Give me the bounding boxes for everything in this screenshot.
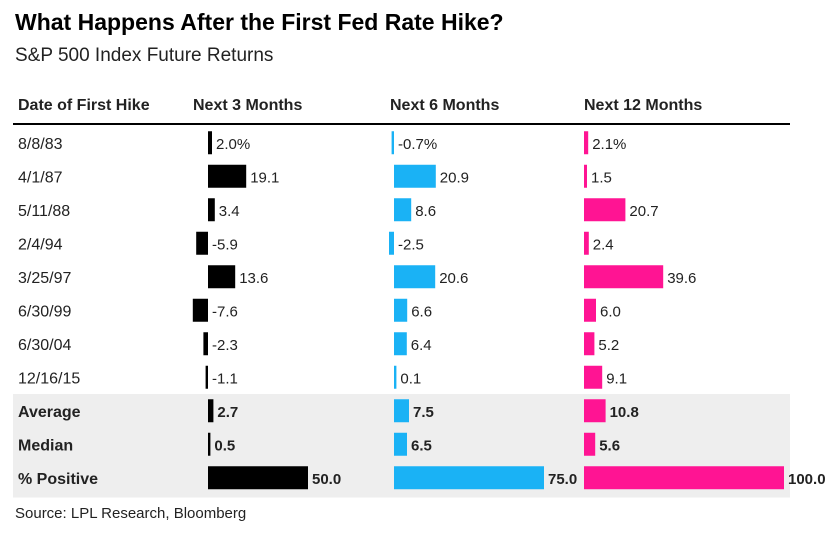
bar bbox=[394, 198, 412, 222]
column-header-2: Next 6 Months bbox=[390, 97, 499, 114]
bar bbox=[208, 399, 214, 423]
data-label: 2.7 bbox=[217, 404, 238, 421]
data-label: 6.4 bbox=[411, 337, 432, 354]
row-label: Median bbox=[18, 437, 73, 454]
bar bbox=[584, 198, 626, 222]
bar bbox=[394, 365, 397, 389]
bar bbox=[208, 466, 308, 490]
bar bbox=[192, 298, 208, 322]
data-label: 19.1 bbox=[250, 169, 279, 186]
bar bbox=[203, 332, 208, 356]
bar bbox=[391, 131, 394, 155]
bar bbox=[584, 432, 596, 456]
source-note: Source: LPL Research, Bloomberg bbox=[15, 505, 247, 522]
bar bbox=[584, 298, 596, 322]
bar bbox=[196, 231, 208, 255]
bar bbox=[584, 332, 595, 356]
bar bbox=[208, 198, 215, 222]
column-header-1: Next 3 Months bbox=[193, 97, 302, 114]
row-label: 2/4/94 bbox=[18, 236, 63, 253]
row-label: 8/8/83 bbox=[18, 136, 63, 153]
bar bbox=[394, 432, 407, 456]
bar bbox=[584, 365, 603, 389]
bar bbox=[208, 164, 247, 188]
data-label: 6.0 bbox=[600, 303, 621, 320]
data-label: 39.6 bbox=[667, 270, 696, 287]
bar bbox=[584, 466, 784, 490]
bar bbox=[208, 131, 212, 155]
bar bbox=[584, 265, 664, 289]
bar bbox=[205, 365, 208, 389]
data-label: -5.9 bbox=[212, 236, 238, 253]
data-label: -1.1 bbox=[212, 370, 238, 387]
bar bbox=[394, 298, 408, 322]
data-label: 1.5 bbox=[591, 169, 612, 186]
row-label: 3/25/97 bbox=[18, 270, 71, 287]
bar bbox=[394, 265, 436, 289]
data-label: 6.5 bbox=[411, 437, 432, 454]
data-label: -0.7% bbox=[398, 136, 437, 153]
data-label: 3.4 bbox=[219, 203, 240, 220]
data-label: 20.7 bbox=[629, 203, 658, 220]
column-header-0: Date of First Hike bbox=[18, 97, 150, 114]
row-label: 6/30/99 bbox=[18, 303, 71, 320]
data-label: -7.6 bbox=[212, 303, 238, 320]
bar bbox=[394, 332, 407, 356]
data-label: 10.8 bbox=[610, 404, 639, 421]
data-label: 2.0% bbox=[216, 136, 250, 153]
data-label: -2.5 bbox=[398, 236, 424, 253]
data-label: 50.0 bbox=[312, 471, 341, 488]
chart-title: What Happens After the First Fed Rate Hi… bbox=[15, 9, 504, 35]
bar bbox=[584, 164, 587, 188]
bar bbox=[394, 399, 409, 423]
row-label: 4/1/87 bbox=[18, 169, 63, 186]
data-label: 7.5 bbox=[413, 404, 434, 421]
bar bbox=[208, 265, 236, 289]
data-label: 6.6 bbox=[411, 303, 432, 320]
data-label: 20.9 bbox=[440, 169, 469, 186]
data-label: 0.1 bbox=[400, 370, 421, 387]
bar bbox=[584, 399, 606, 423]
bar bbox=[394, 466, 544, 490]
row-label: % Positive bbox=[18, 471, 98, 488]
chart-subtitle: S&P 500 Index Future Returns bbox=[15, 45, 274, 66]
data-label: 20.6 bbox=[439, 270, 468, 287]
bar bbox=[208, 432, 211, 456]
row-label: 12/16/15 bbox=[18, 370, 80, 387]
data-label: -2.3 bbox=[212, 337, 238, 354]
bar bbox=[584, 131, 589, 155]
data-label: 5.6 bbox=[599, 437, 620, 454]
bar bbox=[394, 164, 436, 188]
data-label: 13.6 bbox=[239, 270, 268, 287]
data-label: 5.2 bbox=[598, 337, 619, 354]
data-label: 8.6 bbox=[415, 203, 436, 220]
column-header-3: Next 12 Months bbox=[584, 97, 702, 114]
data-label: 75.0 bbox=[548, 471, 577, 488]
data-label: 0.5 bbox=[214, 437, 235, 454]
row-label: 6/30/04 bbox=[18, 337, 71, 354]
data-label: 100.0 bbox=[788, 471, 826, 488]
bar bbox=[389, 231, 394, 255]
data-label: 2.1% bbox=[592, 136, 626, 153]
data-label: 9.1 bbox=[606, 370, 627, 387]
row-label: 5/11/88 bbox=[18, 203, 70, 220]
bar bbox=[584, 231, 589, 255]
row-label: Average bbox=[18, 404, 81, 421]
data-label: 2.4 bbox=[593, 236, 614, 253]
